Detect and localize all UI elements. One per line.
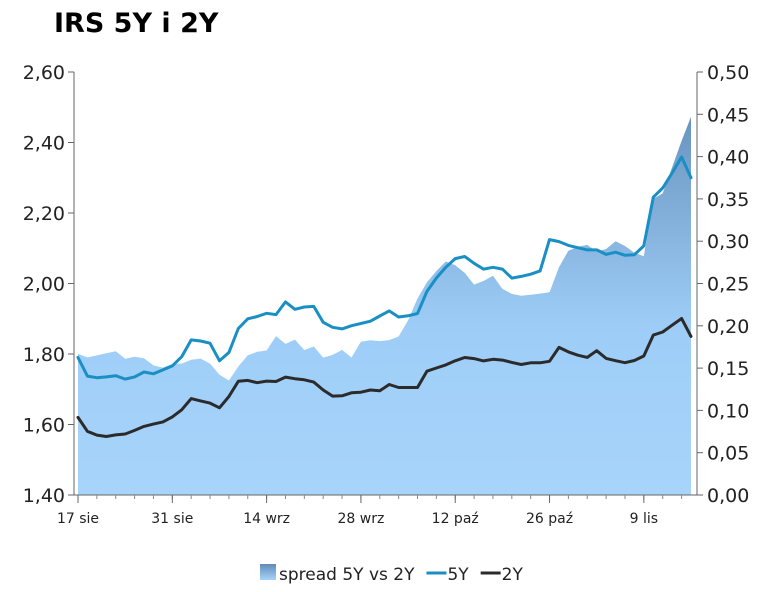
- right-tick-label: 0,50: [707, 62, 749, 84]
- right-tick-label: 0,25: [707, 274, 749, 296]
- x-tick-label: 14 wrz: [243, 511, 290, 527]
- legend-label: 5Y: [447, 565, 469, 585]
- x-tick-label: 17 sie: [57, 511, 99, 527]
- left-tick-label: 1,60: [23, 415, 65, 437]
- left-tick-label: 2,40: [23, 133, 65, 155]
- x-tick-label: 12 paź: [432, 511, 479, 527]
- x-tick-label: 26 paź: [526, 511, 573, 527]
- chart-title: IRS 5Y i 2Y: [54, 8, 219, 39]
- x-tick-label: 31 sie: [151, 511, 193, 527]
- right-tick-label: 0,10: [707, 400, 749, 422]
- legend-label: 2Y: [502, 565, 524, 585]
- series-5y-line: [76, 155, 693, 381]
- left-tick-label: 2,00: [23, 274, 65, 296]
- left-tick-label: 2,20: [23, 203, 65, 225]
- left-tick-label: 1,80: [23, 344, 65, 366]
- legend-label: spread 5Y vs 2Y: [279, 565, 415, 585]
- right-tick-label: 0,35: [707, 189, 749, 211]
- left-tick-label: 2,60: [23, 62, 65, 84]
- plot-area: [76, 116, 693, 496]
- left-tick-label: 1,40: [23, 485, 65, 507]
- x-tick-label: 9 lis: [630, 511, 658, 527]
- right-tick-label: 0,00: [707, 485, 749, 507]
- right-tick-label: 0,45: [707, 104, 749, 126]
- legend-swatch-area: [260, 564, 276, 580]
- right-tick-label: 0,30: [707, 231, 749, 253]
- right-tick-label: 0,05: [707, 443, 749, 465]
- series-2y-line: [76, 317, 693, 438]
- legend: spread 5Y vs 2Y 5Y 2Y: [260, 564, 523, 585]
- series-spread-5y-vs-2y-area: [78, 116, 691, 496]
- right-tick-label: 0,40: [707, 147, 749, 169]
- right-tick-label: 0,20: [707, 316, 749, 338]
- axes: 1,40 1,60 1,80 2,00 2,20 2,40 2,60 0,00 0,05 0,10…: [23, 62, 750, 527]
- x-tick-label: 28 wrz: [338, 511, 385, 527]
- right-tick-label: 0,15: [707, 358, 749, 380]
